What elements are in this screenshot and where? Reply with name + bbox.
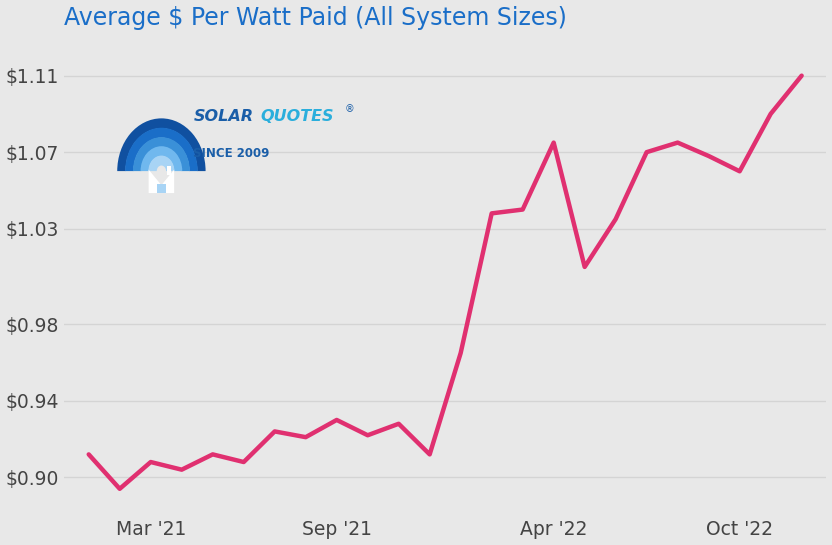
Text: SINCE 2009: SINCE 2009	[193, 147, 270, 160]
Wedge shape	[117, 118, 206, 171]
Wedge shape	[141, 146, 182, 171]
Polygon shape	[149, 169, 174, 193]
Text: Average $ Per Watt Paid (All System Sizes): Average $ Per Watt Paid (All System Size…	[64, 5, 567, 29]
Bar	[157, 184, 166, 193]
Wedge shape	[148, 155, 175, 171]
Wedge shape	[125, 128, 198, 171]
Wedge shape	[133, 137, 190, 171]
Text: SOLAR: SOLAR	[193, 110, 254, 124]
Text: QUOTES: QUOTES	[260, 110, 334, 124]
Bar	[166, 166, 171, 174]
Text: ®: ®	[344, 105, 354, 114]
